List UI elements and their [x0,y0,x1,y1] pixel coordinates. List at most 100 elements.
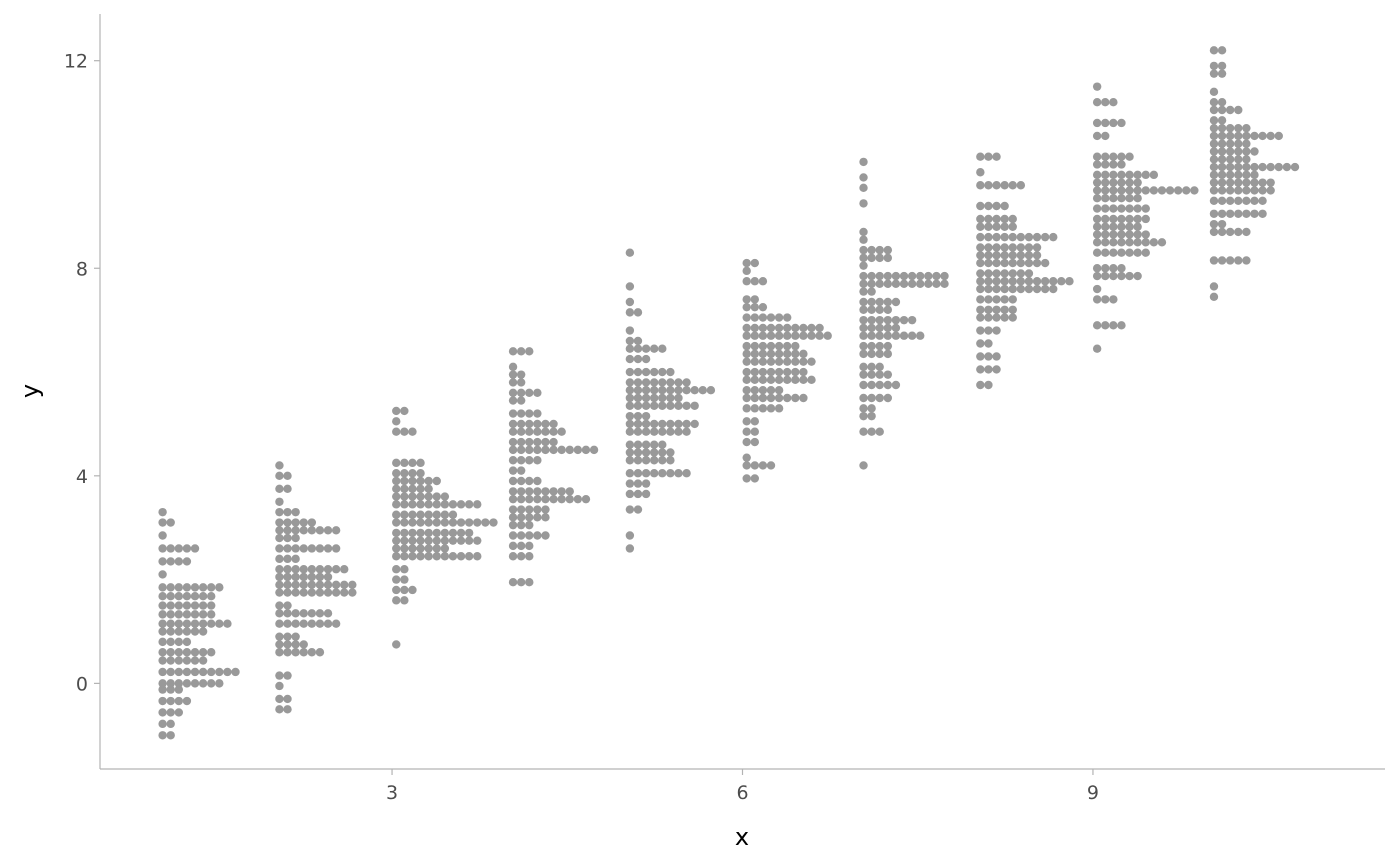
data-dot [525,487,534,496]
data-dot [984,277,993,286]
data-dot [448,552,458,561]
data-dot [799,331,808,340]
data-dot [1024,277,1034,286]
data-dot [1092,98,1102,107]
data-dot [408,528,417,538]
data-dot [533,388,542,397]
data-dot [758,302,768,312]
data-dot [299,544,308,553]
data-dot [1101,131,1110,141]
data-dot [307,572,317,582]
data-dot [1225,178,1235,187]
data-dot [1101,321,1110,330]
data-dot [315,580,325,589]
data-dot [859,199,868,208]
data-dot [392,492,401,501]
data-dot [1109,295,1118,304]
data-dot [1016,251,1026,260]
data-dot [867,253,876,263]
data-dot [392,596,401,605]
data-dot [283,544,292,553]
data-dot [473,500,482,509]
data-dot [275,609,284,618]
data-dot [275,526,284,535]
data-dot [625,469,635,478]
data-dot [875,370,884,379]
data-dot [750,323,759,333]
data-dot [633,386,643,395]
data-dot [516,505,526,514]
data-dot [557,427,566,436]
data-dot [859,279,868,289]
data-dot [1101,152,1110,161]
data-dot [198,627,208,636]
data-dot [283,619,292,628]
data-dot [875,349,884,359]
data-dot [1032,284,1042,294]
data-dot [625,326,635,335]
data-dot [1225,147,1235,156]
data-dot [766,349,776,359]
data-dot [174,696,184,706]
data-dot [207,679,216,688]
data-dot [448,500,458,509]
data-dot [516,445,526,455]
data-dot [408,585,417,595]
data-dot [783,313,792,322]
data-dot [625,427,635,436]
data-dot [758,375,768,385]
data-dot [416,510,425,519]
data-dot [231,667,240,677]
data-dot [1125,271,1134,281]
dot-stack-x1 [158,507,240,740]
data-dot [1282,162,1292,172]
data-dot [641,456,651,465]
data-dot [432,528,441,538]
data-dot [400,510,409,519]
data-dot [1209,170,1219,180]
data-dot [1117,160,1126,169]
data-dot [859,427,868,436]
data-dot [432,552,441,561]
data-dot [392,458,401,468]
data-dot [992,258,1001,268]
data-dot [1092,170,1102,180]
data-dot [774,367,784,377]
data-dot [1109,152,1118,161]
data-dot [1141,214,1150,224]
dot-stack-x3 [392,406,498,649]
data-dot [416,518,425,527]
data-dot [984,284,993,294]
data-dot [976,380,985,390]
data-dot [1008,305,1017,314]
data-dot [166,656,175,665]
data-dot [1209,87,1219,97]
data-dot [1234,147,1243,156]
data-dot [1133,194,1142,203]
data-dot [331,619,341,628]
data-dot [190,544,200,553]
data-dot [166,731,175,740]
data-dot [392,565,401,574]
data-dot [516,370,526,379]
data-dot [1217,196,1227,205]
data-dot [766,393,776,403]
data-dot [1217,219,1227,229]
data-dot [533,427,542,436]
data-dot [750,386,759,395]
data-dot [742,313,751,322]
data-dot [1008,243,1017,252]
data-dot [1133,230,1142,239]
data-dot [549,487,558,496]
data-dot [315,609,325,618]
data-dot [625,393,635,403]
data-dot [158,696,167,706]
data-dot [440,518,450,527]
data-dot [859,305,868,314]
data-dot [392,469,401,478]
data-dot [1234,155,1243,164]
data-dot [984,352,993,361]
data-dot [976,339,985,348]
data-dot [859,380,868,390]
data-dot [625,308,635,317]
